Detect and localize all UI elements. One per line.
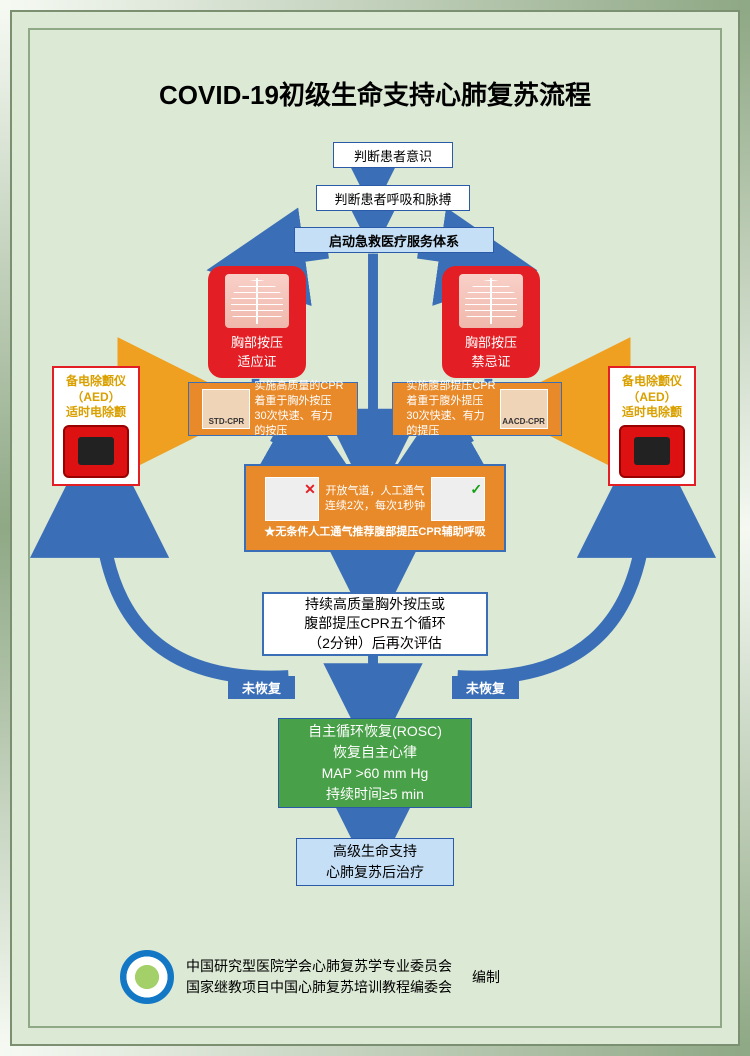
aacd-cpr-thumb: AACD-CPR (500, 389, 548, 429)
std-cpr-box: STD-CPR 实施高质量的CPR 着重于胸外按压 30次快速、有力 的按压 (188, 382, 358, 436)
step-assess-breathing-pulse: 判断患者呼吸和脉搏 (316, 185, 470, 211)
aed-left-l3: 适时电除颤 (66, 405, 126, 421)
aed-left-l2: （AED） (71, 390, 120, 406)
footer-org2: 国家继教项目中国心肺复苏培训教程编委会 (186, 977, 452, 998)
aacd-cpr-box: 实施腹部提压CPR 着重于腹外提压 30次快速、有力 的提压 AACD-CPR (392, 382, 562, 436)
airway-correct-thumb: ✓ (431, 477, 485, 521)
footer-suffix: 编制 (472, 967, 500, 987)
org-seal-icon (120, 950, 174, 1004)
std-cpr-text: 实施高质量的CPR 着重于胸外按压 30次快速、有力 的按压 (254, 379, 343, 438)
std-cpr-thumb: STD-CPR (202, 389, 250, 429)
advanced-life-support-box: 高级生命支持 心肺复苏后治疗 (296, 838, 454, 886)
final-l1: 高级生命支持 (333, 841, 417, 862)
rosc-l2: 恢复自主心律 (333, 742, 417, 763)
aed-right-l2: （AED） (627, 390, 676, 406)
red-left-l2: 适应证 (237, 351, 276, 370)
red-left-l1: 胸部按压 (231, 332, 283, 351)
loop-label-right: 未恢复 (452, 676, 519, 699)
footer-org1: 中国研究型医院学会心肺复苏学专业委员会 (186, 956, 452, 977)
rosc-l3: MAP >60 mm Hg (322, 763, 429, 784)
chest-compression-indication: 胸部按压 适应证 (208, 266, 306, 378)
final-l2: 心肺复苏后治疗 (326, 862, 424, 883)
aed-device-icon (619, 425, 685, 478)
rosc-box: 自主循环恢复(ROSC) 恢复自主心律 MAP >60 mm Hg 持续时间≥5… (278, 718, 472, 808)
aed-right-l3: 适时电除颤 (622, 405, 682, 421)
footer: 中国研究型医院学会心肺复苏学专业委员会 国家继教项目中国心肺复苏培训教程编委会 … (120, 950, 660, 1004)
step-assess-consciousness: 判断患者意识 (333, 142, 453, 168)
airway-star-note: ★无条件人工通气推荐腹部提压CPR辅助呼吸 (264, 525, 485, 540)
ribcage-icon (225, 274, 289, 328)
aed-right: 备电除颤仪 （AED） 适时电除颤 (608, 366, 696, 486)
page-frame: COVID-19初级生命支持心肺复苏流程 (28, 28, 722, 1028)
rosc-l1: 自主循环恢复(ROSC) (308, 721, 442, 742)
ribcage-icon (459, 274, 523, 328)
airway-text: 开放气道，人工通气 连续2次，每次1秒钟 (325, 484, 425, 514)
red-right-l1: 胸部按压 (465, 332, 517, 351)
step-activate-ems: 启动急救医疗服务体系 (294, 227, 494, 253)
airway-wrong-thumb: ✕ (265, 477, 319, 521)
red-right-l2: 禁忌证 (471, 351, 510, 370)
aed-left: 备电除颤仪 （AED） 适时电除颤 (52, 366, 140, 486)
rosc-l4: 持续时间≥5 min (326, 784, 424, 805)
reassess-box: 持续高质量胸外按压或 腹部提压CPR五个循环 （2分钟）后再次评估 (262, 592, 488, 656)
aed-device-icon (63, 425, 129, 478)
airway-ventilation-box: ✕ 开放气道，人工通气 连续2次，每次1秒钟 ✓ ★无条件人工通气推荐腹部提压C… (244, 464, 506, 552)
aed-left-l1: 备电除颤仪 (66, 374, 126, 390)
page-title: COVID-19初级生命支持心肺复苏流程 (30, 75, 720, 112)
loop-label-left: 未恢复 (228, 676, 295, 699)
chest-compression-contraindication: 胸部按压 禁忌证 (442, 266, 540, 378)
aacd-cpr-text: 实施腹部提压CPR 着重于腹外提压 30次快速、有力 的提压 (406, 379, 495, 438)
aed-right-l1: 备电除颤仪 (622, 374, 682, 390)
